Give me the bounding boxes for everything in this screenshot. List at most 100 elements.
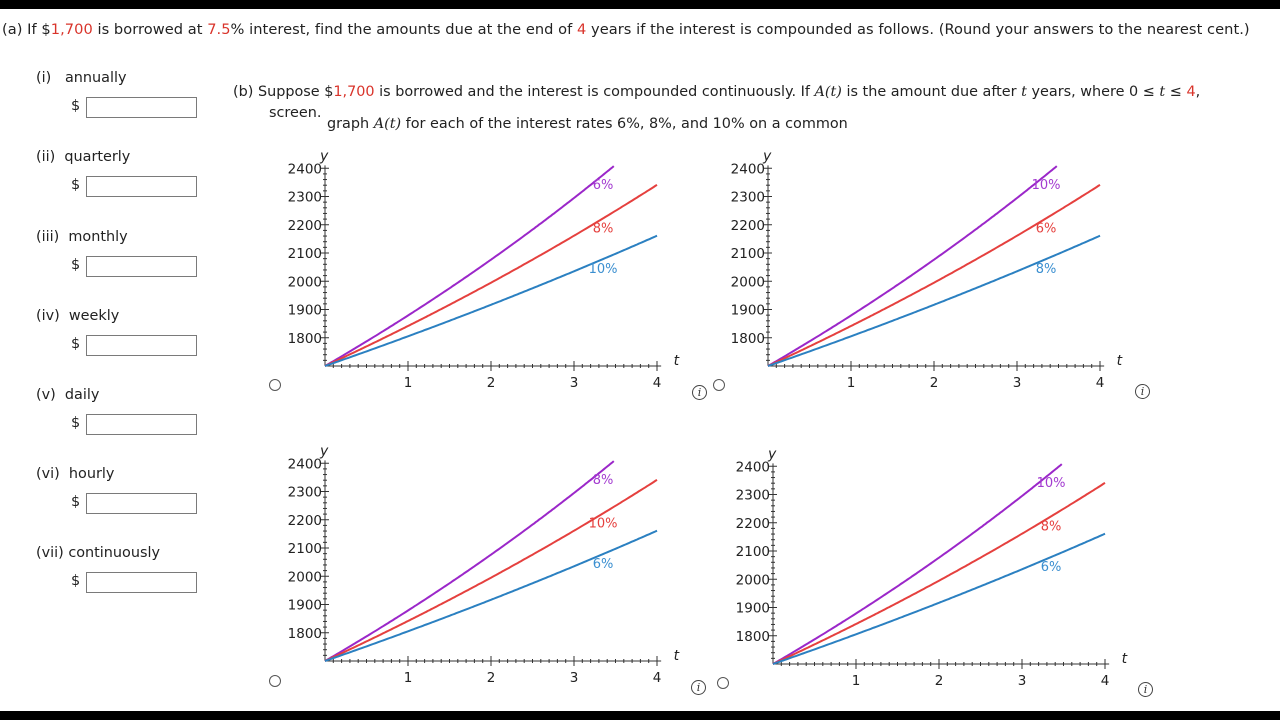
y-axis-label: y bbox=[767, 447, 777, 463]
answer-input[interactable] bbox=[86, 572, 197, 593]
series-line bbox=[767, 184, 1101, 367]
y-tick-label: 2100 bbox=[288, 246, 322, 262]
top-border bbox=[0, 0, 1280, 9]
x-tick-label: 3 bbox=[1013, 375, 1022, 391]
answer-input[interactable] bbox=[86, 176, 197, 197]
series-line bbox=[324, 479, 658, 662]
answer-input[interactable] bbox=[86, 97, 197, 118]
graph-option-3-radio[interactable] bbox=[269, 675, 281, 687]
series-line bbox=[772, 532, 1106, 665]
series-line bbox=[767, 165, 1058, 367]
y-axis-label: y bbox=[319, 149, 329, 165]
question-b-segment: (b) Suppose $ bbox=[233, 84, 334, 100]
question-b-segment: 4 bbox=[1186, 84, 1196, 100]
y-tick-label: 2000 bbox=[731, 274, 765, 290]
answer-input[interactable] bbox=[86, 493, 197, 514]
series-line bbox=[324, 184, 658, 367]
graph-option-1-chart: 1 2 3 4 1800 1900 2000 2100 2200 2300 2400 t y 6% 8% 10… bbox=[288, 149, 680, 391]
graph-option-4-radio[interactable] bbox=[717, 677, 729, 689]
series-label: 6% bbox=[1036, 221, 1057, 236]
question-b-segment: A(t) bbox=[373, 116, 402, 132]
dollar-sign: $ bbox=[71, 98, 81, 114]
y-tick-label: 1800 bbox=[736, 629, 770, 645]
answer-input[interactable] bbox=[86, 414, 197, 435]
question-a-segment: years if the interest is compounded as f… bbox=[586, 21, 1250, 38]
answer-label: (iv) weekly bbox=[36, 308, 120, 324]
y-tick-label: 2400 bbox=[736, 459, 770, 475]
x-axis-label: t bbox=[1122, 651, 1128, 667]
y-tick-label: 2000 bbox=[736, 572, 770, 588]
series-line bbox=[767, 234, 1101, 367]
x-tick-label: 2 bbox=[487, 375, 496, 391]
answer-label: (vii) continuously bbox=[36, 545, 160, 561]
y-tick-label: 1800 bbox=[731, 331, 765, 347]
x-tick-label: 1 bbox=[847, 375, 856, 391]
graph-option-3-info-icon[interactable]: i bbox=[691, 680, 706, 695]
question-a-segment: is borrowed at bbox=[92, 21, 208, 38]
graph-option-4-chart: 1 2 3 4 1800 1900 2000 2100 2200 2300 2400 t y 10% 8% 6… bbox=[736, 447, 1128, 689]
graph-option-4-info-icon[interactable]: i bbox=[1138, 682, 1153, 697]
x-tick-label: 1 bbox=[852, 673, 861, 689]
y-tick-label: 1900 bbox=[288, 303, 322, 319]
question-b-segment: is the amount due after bbox=[841, 84, 1022, 100]
x-axis-label: t bbox=[674, 648, 680, 664]
graph-option-2-info-icon[interactable]: i bbox=[1135, 384, 1150, 399]
y-tick-label: 2100 bbox=[731, 246, 765, 262]
x-tick-label: 4 bbox=[1096, 375, 1105, 391]
y-tick-label: 1900 bbox=[288, 598, 322, 614]
series-label: 10% bbox=[589, 516, 618, 531]
dollar-sign: $ bbox=[71, 177, 81, 193]
y-axis-label: y bbox=[319, 444, 329, 460]
series-label: 6% bbox=[593, 557, 614, 572]
series-line bbox=[324, 529, 658, 662]
y-tick-label: 2300 bbox=[288, 190, 322, 206]
series-label: 10% bbox=[589, 262, 618, 277]
question-b-segment: A(t) bbox=[814, 84, 842, 100]
y-tick-label: 2200 bbox=[736, 516, 770, 532]
question-b-segment: years, where 0 ≤ bbox=[1026, 84, 1160, 100]
y-tick-label: 2300 bbox=[736, 488, 770, 504]
series-line bbox=[324, 234, 658, 367]
answer-input[interactable] bbox=[86, 256, 197, 277]
y-tick-label: 2300 bbox=[731, 190, 765, 206]
question-a-segment: 4 bbox=[577, 21, 587, 38]
x-tick-label: 3 bbox=[570, 375, 579, 391]
graph-option-3-chart: 1 2 3 4 1800 1900 2000 2100 2200 2300 2400 t y 8% 10% 6… bbox=[288, 444, 680, 686]
question-b-segment: t bbox=[1021, 84, 1027, 100]
dollar-sign: $ bbox=[71, 336, 81, 352]
y-tick-label: 2100 bbox=[736, 544, 770, 560]
question-b-segment: ≤ bbox=[1165, 84, 1187, 100]
graph-option-1-radio[interactable] bbox=[269, 379, 281, 391]
x-tick-label: 2 bbox=[935, 673, 944, 689]
answer-input[interactable] bbox=[86, 335, 197, 356]
question-part-b-line1: (b) Suppose $1,700 is borrowed and the i… bbox=[233, 84, 1200, 100]
y-tick-label: 2400 bbox=[731, 161, 765, 177]
series-label: 8% bbox=[1036, 262, 1057, 277]
x-tick-label: 4 bbox=[653, 375, 662, 391]
question-b-segment: 1,700 bbox=[333, 84, 375, 100]
question-a-segment: (a) If $ bbox=[2, 21, 51, 38]
series-line bbox=[324, 460, 615, 662]
question-part-b-line3: graph A(t) for each of the interest rate… bbox=[327, 116, 848, 132]
series-label: 6% bbox=[593, 178, 614, 193]
y-tick-label: 2200 bbox=[288, 513, 322, 529]
x-tick-label: 4 bbox=[653, 670, 662, 686]
y-tick-label: 2100 bbox=[288, 541, 322, 557]
y-tick-label: 2200 bbox=[731, 218, 765, 234]
x-tick-label: 3 bbox=[570, 670, 579, 686]
question-a-segment: % interest, find the amounts due at the … bbox=[230, 21, 578, 38]
y-tick-label: 1800 bbox=[288, 331, 322, 347]
answer-label: (i) annually bbox=[36, 70, 127, 86]
question-b-segment: for each of the interest rates 6%, 8%, a… bbox=[401, 116, 848, 132]
x-tick-label: 3 bbox=[1018, 673, 1027, 689]
y-tick-label: 2000 bbox=[288, 274, 322, 290]
graph-option-2-radio[interactable] bbox=[713, 379, 725, 391]
graph-option-2-chart: 1 2 3 4 1800 1900 2000 2100 2200 2300 2400 t y 10% 6% 8… bbox=[731, 149, 1123, 391]
y-tick-label: 2000 bbox=[288, 569, 322, 585]
x-axis-label: t bbox=[674, 353, 680, 369]
question-b-segment: graph bbox=[327, 116, 374, 132]
dollar-sign: $ bbox=[71, 573, 81, 589]
series-line bbox=[772, 463, 1063, 665]
series-line bbox=[772, 482, 1106, 665]
graph-option-1-info-icon[interactable]: i bbox=[692, 385, 707, 400]
